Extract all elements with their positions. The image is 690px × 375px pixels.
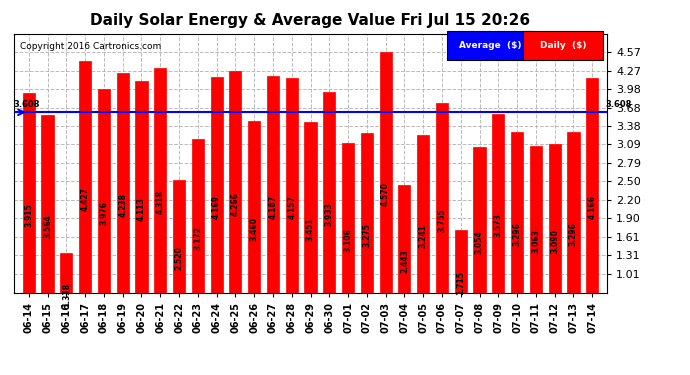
Bar [135, 81, 148, 337]
Bar [210, 77, 223, 337]
Text: 1.715: 1.715 [456, 272, 465, 295]
Bar [398, 185, 411, 337]
Bar [192, 140, 204, 337]
Bar [229, 71, 242, 337]
Text: 3.915: 3.915 [24, 203, 33, 227]
Text: 4.166: 4.166 [588, 195, 597, 219]
Bar [342, 144, 354, 337]
Bar [23, 93, 35, 337]
Bar [60, 254, 72, 337]
Text: Average  ($): Average ($) [459, 41, 521, 50]
Text: 3.054: 3.054 [475, 230, 484, 254]
Text: 4.169: 4.169 [212, 195, 221, 219]
FancyBboxPatch shape [447, 31, 533, 60]
Text: 3.564: 3.564 [43, 214, 52, 238]
Text: 1.338: 1.338 [62, 283, 71, 307]
Text: Daily  ($): Daily ($) [540, 41, 586, 50]
Text: 3.090: 3.090 [550, 229, 559, 252]
Text: 4.266: 4.266 [231, 192, 240, 216]
Title: Daily Solar Energy & Average Value Fri Jul 15 20:26: Daily Solar Energy & Average Value Fri J… [90, 13, 531, 28]
Text: 3.608: 3.608 [14, 100, 40, 109]
Text: 3.296: 3.296 [569, 222, 578, 246]
Bar [473, 147, 486, 337]
Bar [323, 92, 335, 337]
Bar [154, 68, 166, 337]
Text: 4.427: 4.427 [81, 187, 90, 211]
Text: 3.063: 3.063 [531, 230, 540, 254]
Bar [41, 115, 54, 337]
Text: 2.520: 2.520 [175, 246, 184, 270]
Bar [79, 61, 91, 337]
Bar [117, 73, 129, 337]
Bar [436, 103, 448, 337]
Text: 3.296: 3.296 [513, 222, 522, 246]
FancyBboxPatch shape [523, 31, 603, 60]
Text: 3.608: 3.608 [605, 100, 632, 109]
Bar [455, 230, 467, 337]
Text: 3.460: 3.460 [250, 217, 259, 241]
Text: Copyright 2016 Cartronics.com: Copyright 2016 Cartronics.com [20, 42, 161, 51]
Text: 4.318: 4.318 [156, 190, 165, 214]
Text: 4.187: 4.187 [268, 194, 277, 219]
Bar [267, 76, 279, 337]
Bar [530, 146, 542, 337]
Bar [173, 180, 185, 337]
Text: 3.755: 3.755 [437, 208, 446, 232]
Bar [304, 122, 317, 337]
Text: 3.976: 3.976 [99, 201, 108, 225]
Bar [567, 132, 580, 337]
Text: 4.157: 4.157 [287, 195, 296, 219]
Bar [511, 132, 523, 337]
Bar [361, 133, 373, 337]
Bar [98, 89, 110, 337]
Text: 3.241: 3.241 [419, 224, 428, 248]
Text: 3.106: 3.106 [344, 228, 353, 252]
Text: 2.443: 2.443 [400, 249, 409, 273]
Text: 3.451: 3.451 [306, 217, 315, 241]
Bar [492, 114, 504, 337]
Bar [380, 53, 392, 337]
Text: 3.933: 3.933 [325, 202, 334, 226]
Text: 4.570: 4.570 [381, 183, 390, 207]
Text: 4.113: 4.113 [137, 197, 146, 220]
Text: 3.275: 3.275 [362, 223, 371, 247]
Bar [586, 78, 598, 337]
Bar [417, 135, 429, 337]
Bar [248, 122, 260, 337]
Text: 4.238: 4.238 [118, 193, 127, 217]
Bar [549, 144, 561, 337]
Text: 3.573: 3.573 [494, 214, 503, 237]
Text: 3.172: 3.172 [193, 226, 202, 250]
Bar [286, 78, 298, 337]
